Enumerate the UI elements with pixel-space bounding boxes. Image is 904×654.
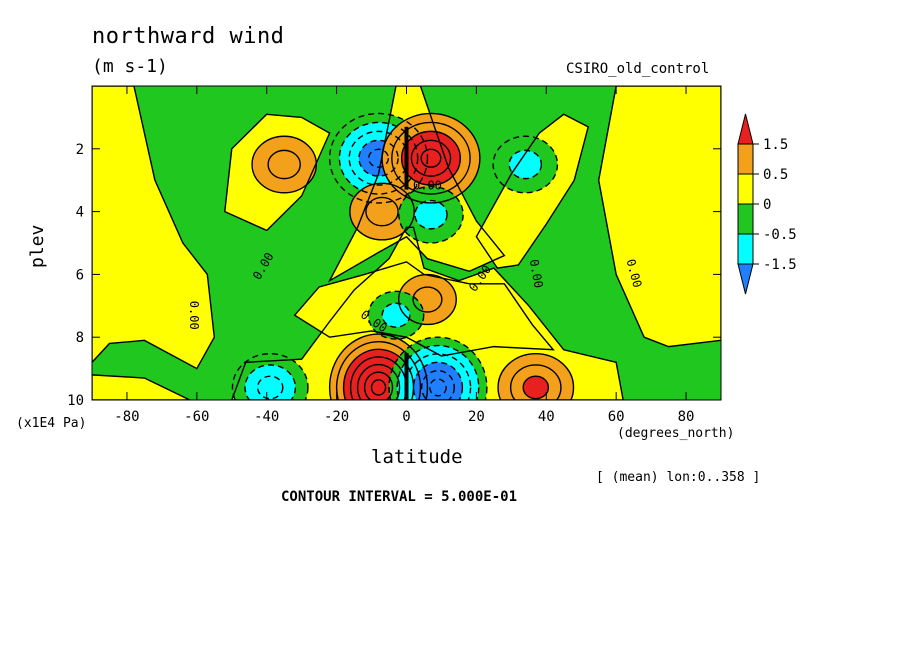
contour-line-2-2: [342, 348, 415, 400]
subset-note: [ (mean) lon:0..358 ]: [596, 470, 761, 485]
contour-label: 0.00: [413, 179, 442, 193]
y-axis-units: (x1E4 Pa): [16, 416, 87, 431]
zero-contour-6: [224, 113, 331, 232]
fill-cell-7-level-1: [509, 150, 542, 179]
x-axis-label: latitude: [371, 446, 463, 468]
x-tick-label: 60: [608, 409, 625, 425]
contour-line-9-1: [414, 199, 448, 230]
y-axis-label: plev: [27, 224, 48, 268]
contour-line-3-1: [396, 344, 480, 400]
x-tick-label: -20: [324, 409, 349, 425]
contour-line-0-3: [358, 139, 399, 177]
fill-cell-8-level-1: [365, 197, 399, 226]
contour-line-3-5: [429, 378, 447, 397]
y-tick-label: 6: [76, 267, 84, 283]
contour-line-7-1: [508, 149, 543, 180]
contour-line-8-0: [349, 182, 415, 241]
colorbar-segment: [737, 233, 754, 265]
contour-line-0-0: [328, 112, 429, 204]
contour-line-2-1: [335, 340, 422, 400]
y-axis: 2 4 6 8 10: [67, 142, 721, 409]
fill-band-positive-0: [92, 86, 215, 369]
contour-line-4-0: [231, 352, 309, 400]
contour-line-3-4: [420, 369, 455, 400]
contour-line-1-4: [420, 148, 442, 168]
x-axis-units: (degrees_north): [617, 426, 735, 441]
colorbar-segment: [737, 143, 754, 175]
contour-lines: [92, 86, 721, 400]
fill-band-positive-1: [92, 374, 190, 400]
contour-line-10-1: [412, 286, 443, 313]
contour-line-1-3: [410, 139, 452, 177]
fill-cell-3-level-5: [429, 379, 447, 396]
contour-label: 0.00: [527, 258, 546, 289]
contour-line-1-2: [400, 130, 462, 186]
x-tick-label: -80: [114, 409, 139, 425]
x-tick-label: -60: [184, 409, 209, 425]
x-tick-label: 40: [538, 409, 555, 425]
fill-band-positive-7: [598, 86, 721, 347]
colorbar-label: 0.5: [763, 167, 788, 183]
colorbar-label: 1.5: [763, 137, 788, 153]
contour-line-3-3: [412, 361, 464, 400]
zero-contour-4: [327, 86, 506, 283]
contour-line-0-4: [368, 148, 390, 168]
contour-line-7-0: [492, 135, 559, 194]
contour-line-11-0: [367, 290, 425, 340]
contour-line-2-4: [356, 363, 401, 400]
contour-line-5-2: [522, 375, 550, 400]
zero-contour-5: [475, 113, 590, 269]
colorbar-segment: [737, 263, 754, 295]
y-tick-label: 4: [76, 205, 84, 221]
zero-contour-2: [231, 226, 624, 400]
contour-line-2-5: [363, 371, 394, 400]
contour-line-4-1: [244, 364, 297, 400]
fill-band-top-left: [92, 86, 113, 102]
zero-contour-1: [92, 374, 191, 400]
fill-cell-4-level-2: [257, 376, 283, 399]
colorbar-segment: [737, 113, 754, 145]
contour-line-2-6: [370, 379, 387, 396]
contour-line-1-1: [391, 121, 471, 195]
chart-units: (m s-1): [92, 56, 168, 77]
fill-cell-11-level-1: [382, 303, 410, 328]
fill-cell-2-level-6: [371, 379, 386, 396]
contour-label: 0.00: [187, 301, 201, 330]
x-tick-label: 20: [468, 409, 485, 425]
contour-line-2-0: [328, 333, 429, 400]
fill-cell-5-level-2: [523, 376, 549, 399]
colorbar: 1.5 0.5 0 -0.5 -1.5: [737, 113, 797, 295]
colorbar-label: -1.5: [763, 257, 797, 273]
fill-cell-6-level-1: [268, 150, 301, 179]
contour-line-11-1: [381, 302, 411, 328]
zero-contour-0: [92, 86, 216, 370]
colorbar-segment: [737, 203, 754, 235]
contour-line-6-1: [267, 149, 301, 180]
x-axis: -80 -60 -40 -20 0 20 40 60 80: [114, 86, 694, 425]
colorbar-label: -0.5: [763, 227, 797, 243]
contour-interval-note: CONTOUR INTERVAL = 5.000E-01: [281, 489, 518, 505]
y-tick-label: 2: [76, 142, 84, 158]
contour-line-4-2: [256, 375, 284, 400]
contour-line-0-1: [338, 121, 419, 195]
contour-line-5-0: [497, 352, 575, 400]
x-tick-label: -40: [254, 409, 279, 425]
zero-contour-3: [293, 261, 555, 357]
x-tick-label: 80: [678, 409, 695, 425]
colorbar-segment: [737, 173, 754, 205]
fill-cell-9-level-1: [414, 200, 448, 229]
y-tick-label: 8: [76, 330, 84, 346]
dataset-label: CSIRO_old_control: [566, 61, 710, 77]
contour-line-8-1: [365, 196, 399, 227]
contour-line-9-0: [398, 185, 464, 244]
fill-cell-1-level-4: [421, 149, 441, 168]
x-tick-label: 0: [402, 409, 410, 425]
contour-line-3-0: [388, 336, 488, 400]
contour-line-5-1: [509, 364, 562, 400]
zero-contour-7: [597, 86, 721, 348]
y-tick-label: 10: [67, 393, 84, 409]
colorbar-label: 0: [763, 197, 771, 213]
chart-title: northward wind: [92, 24, 285, 49]
